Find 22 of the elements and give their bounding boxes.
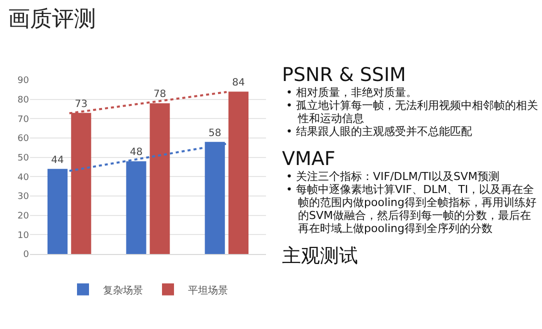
y-tick-label: 0	[23, 250, 30, 260]
y-tick-label: 40	[18, 172, 30, 183]
y-tick-label: 50	[18, 153, 30, 164]
y-tick-label: 90	[18, 76, 30, 86]
data-label: 84	[232, 78, 245, 89]
data-label: 73	[74, 98, 88, 110]
y-tick-label: 10	[18, 230, 30, 241]
y-tick-label: 80	[18, 95, 30, 106]
chart-title: 画质评测	[8, 6, 96, 34]
text: PSNR & SSIM • 相对质量，非绝对质量。 • 孤立地计算每一帧，无法利用视频中相邻帧的相关性和运动信息 • 结果跟人眼的主观感受并不总能匹配	[282, 64, 538, 138]
y-tick-label: 20	[18, 211, 30, 222]
data-label: 48	[130, 147, 143, 158]
data-label: 58	[208, 128, 222, 139]
data-label: 44	[51, 154, 64, 166]
text: 主观测试	[282, 245, 359, 267]
text: VMAF • 关注三个指标：VIF/DLM/TI以及SVM预测 • 每帧中逐像素地计算VIF、DLM、TI，以及再在全帧的范围内做pooling得到全帧指标，再用训练好的SVM做融合，然后得到每一帧的分数，最后在再在时域上做pooling得到全序列的分数	[282, 148, 538, 235]
y-tick-label: 30	[18, 192, 30, 202]
y-tick-label: 60	[18, 134, 30, 144]
y-tick-label: 70	[18, 114, 30, 125]
legend-label: 复杂场景	[103, 284, 143, 296]
legend-label: 平坦场景	[188, 284, 228, 296]
data-label: 78	[153, 89, 166, 100]
